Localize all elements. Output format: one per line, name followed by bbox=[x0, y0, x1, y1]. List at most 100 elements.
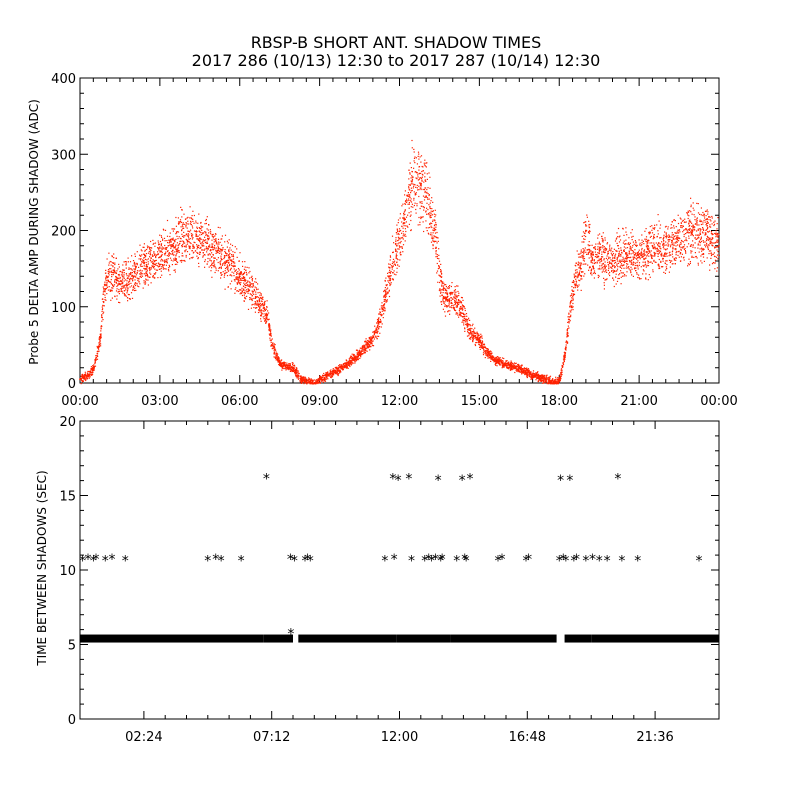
delta-amp-point bbox=[88, 370, 90, 372]
delta-amp-point bbox=[357, 358, 359, 360]
delta-amp-point bbox=[224, 267, 227, 270]
delta-amp-point bbox=[172, 260, 174, 262]
delta-amp-point bbox=[349, 362, 351, 364]
delta-amp-point bbox=[569, 295, 572, 297]
delta-amp-point bbox=[511, 364, 513, 367]
delta-amp-point bbox=[104, 281, 106, 283]
delta-amp-point bbox=[243, 272, 245, 275]
delta-amp-point bbox=[161, 266, 163, 268]
delta-amp-point bbox=[444, 305, 446, 307]
delta-amp-point bbox=[236, 276, 238, 278]
x-tick-label: 21:00 bbox=[620, 394, 657, 409]
delta-amp-point bbox=[157, 251, 159, 253]
delta-amp-point bbox=[386, 299, 388, 302]
delta-amp-point bbox=[195, 233, 197, 235]
delta-amp-point bbox=[370, 338, 372, 340]
delta-amp-point bbox=[250, 297, 252, 299]
delta-amp-point bbox=[384, 279, 386, 282]
delta-amp-point bbox=[432, 229, 434, 231]
delta-amp-point bbox=[244, 283, 246, 285]
delta-amp-point bbox=[128, 273, 130, 275]
delta-amp-point bbox=[144, 268, 146, 270]
delta-amp-point bbox=[396, 267, 398, 269]
delta-amp-point bbox=[404, 240, 406, 242]
delta-amp-point bbox=[190, 220, 192, 222]
delta-amp-point bbox=[421, 179, 423, 181]
delta-amp-point bbox=[195, 222, 197, 224]
delta-amp-point bbox=[521, 373, 523, 375]
delta-amp-point bbox=[240, 272, 242, 274]
delta-amp-point bbox=[192, 245, 194, 248]
delta-amp-point bbox=[570, 300, 572, 302]
delta-amp-point bbox=[488, 353, 490, 355]
delta-amp-point bbox=[444, 297, 446, 299]
delta-amp-point bbox=[487, 354, 489, 356]
delta-amp-point bbox=[181, 244, 183, 247]
delta-amp-point bbox=[539, 375, 542, 377]
delta-amp-point bbox=[282, 366, 284, 368]
delta-amp-point bbox=[408, 196, 410, 198]
delta-amp-point bbox=[378, 328, 380, 330]
delta-amp-point bbox=[174, 259, 176, 261]
delta-amp-point bbox=[380, 315, 383, 317]
delta-amp-point bbox=[568, 316, 570, 318]
delta-amp-point bbox=[258, 304, 260, 306]
delta-amp-point bbox=[526, 367, 528, 369]
delta-amp-point bbox=[435, 256, 437, 258]
delta-amp-point bbox=[352, 354, 355, 356]
delta-amp-point bbox=[570, 316, 572, 318]
delta-amp-point bbox=[392, 258, 395, 260]
delta-amp-point bbox=[143, 267, 145, 270]
delta-amp-point bbox=[176, 248, 178, 250]
delta-amp-point bbox=[419, 201, 421, 203]
delta-amp-point bbox=[517, 363, 519, 365]
delta-amp-point bbox=[164, 259, 166, 261]
delta-amp-point bbox=[408, 193, 410, 196]
delta-amp-point bbox=[132, 280, 134, 282]
delta-amp-point bbox=[227, 254, 230, 256]
delta-amp-point bbox=[225, 272, 227, 274]
delta-amp-point bbox=[191, 225, 193, 227]
delta-amp-point bbox=[410, 183, 412, 185]
delta-amp-point bbox=[507, 364, 509, 366]
delta-amp-point bbox=[244, 297, 246, 299]
delta-amp-point bbox=[471, 335, 473, 337]
delta-amp-point bbox=[331, 376, 334, 378]
delta-amp-point bbox=[568, 313, 570, 315]
delta-amp-point bbox=[150, 267, 152, 269]
delta-amp-point bbox=[228, 239, 230, 241]
delta-amp-point bbox=[123, 269, 125, 271]
delta-amp-point bbox=[454, 289, 456, 291]
delta-amp-point bbox=[429, 212, 431, 214]
delta-amp-point bbox=[153, 277, 155, 279]
delta-amp-point bbox=[262, 305, 264, 307]
delta-amp-point bbox=[196, 226, 198, 228]
delta-amp-point bbox=[479, 340, 481, 342]
delta-amp-point bbox=[433, 213, 435, 215]
delta-amp-point bbox=[488, 352, 490, 354]
delta-amp-point bbox=[219, 252, 221, 254]
figure-title: RBSP-B SHORT ANT. SHADOW TIMES bbox=[251, 33, 542, 52]
delta-amp-point bbox=[507, 366, 509, 368]
delta-amp-point bbox=[559, 374, 561, 376]
delta-amp-point bbox=[123, 294, 126, 296]
delta-amp-point bbox=[448, 299, 451, 301]
delta-amp-point bbox=[143, 263, 145, 265]
delta-amp-point bbox=[234, 246, 236, 248]
delta-amp-point bbox=[154, 273, 156, 275]
delta-amp-point bbox=[106, 283, 108, 285]
delta-amp-point bbox=[201, 229, 203, 231]
delta-amp-point bbox=[499, 363, 501, 365]
delta-amp-point bbox=[80, 383, 82, 385]
delta-amp-point bbox=[86, 376, 88, 378]
delta-amp-point bbox=[388, 281, 390, 283]
delta-amp-point bbox=[526, 368, 528, 370]
delta-amp-point bbox=[216, 241, 218, 244]
delta-amp-point bbox=[476, 332, 478, 334]
delta-amp-point bbox=[133, 286, 135, 288]
delta-amp-point bbox=[413, 157, 416, 159]
delta-amp-point bbox=[393, 263, 395, 265]
delta-amp-point bbox=[249, 298, 251, 301]
delta-amp-point bbox=[252, 303, 254, 305]
delta-amp-point bbox=[389, 271, 391, 274]
